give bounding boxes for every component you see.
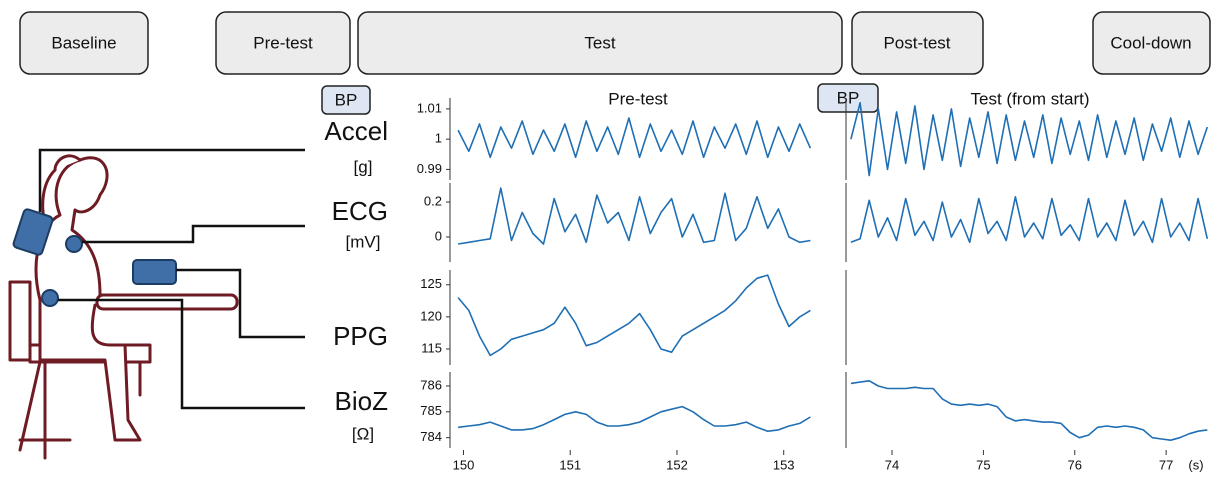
signal-trace [457,117,812,159]
panel-title: Test (from start) [970,89,1089,108]
phase-box [215,11,351,75]
panel-title: Pre-test [608,89,668,108]
phase-box [357,11,843,75]
connector [38,148,305,212]
y-tick-label: 125 [420,276,442,291]
bp-badge [321,85,371,115]
y-tick-label: 785 [420,403,442,418]
signal-unit: [g] [354,157,373,176]
x-tick-label: 77 [1159,457,1173,472]
phase-box [19,11,149,75]
signal-name: PPG [333,321,388,351]
x-tick-label: 75 [976,457,990,472]
x-tick-label: 152 [666,457,688,472]
signal-trace [457,187,811,245]
phase-box [1092,11,1211,75]
signal-trace [458,405,811,432]
y-tick-label: 0 [435,228,442,243]
bp-badge [817,83,879,113]
signal-trace [850,380,1208,441]
phase-label: Post-test [883,33,950,52]
person-illustration [8,154,239,460]
x-unit: (s) [1188,457,1203,472]
y-tick-label: 1.01 [417,100,442,115]
y-tick-label: 120 [420,308,442,323]
x-tick-label: 151 [559,457,581,472]
x-tick-label: 76 [1068,457,1082,472]
signal-unit: [Ω] [352,424,374,443]
y-tick-label: 1 [435,131,442,146]
y-tick-label: 115 [421,340,442,355]
y-tick-label: 786 [420,377,442,392]
phase-label: Pre-test [253,33,313,52]
bp-label: BP [335,90,358,109]
signal-trace [850,196,1209,244]
phase-label: Baseline [51,33,116,52]
signal-trace [457,274,811,357]
signal-name: Accel [324,116,388,146]
phase-box [851,11,984,75]
signal-name: ECG [332,196,388,226]
connector [176,268,305,339]
y-tick-label: 0.99 [417,161,442,176]
connector [58,298,305,410]
connector [82,224,305,244]
signal-name: BioZ [335,386,389,416]
y-tick-label: 784 [420,429,442,444]
bp-label: BP [837,88,860,107]
phase-label: Cool-down [1110,33,1191,52]
phase-label: Test [584,33,615,52]
x-tick-label: 153 [773,457,795,472]
x-tick-label: 150 [453,457,475,472]
signal-unit: [mV] [346,232,381,251]
y-tick-label: 0.2 [424,193,442,208]
x-tick-label: 74 [885,457,899,472]
signal-trace [850,102,1209,177]
